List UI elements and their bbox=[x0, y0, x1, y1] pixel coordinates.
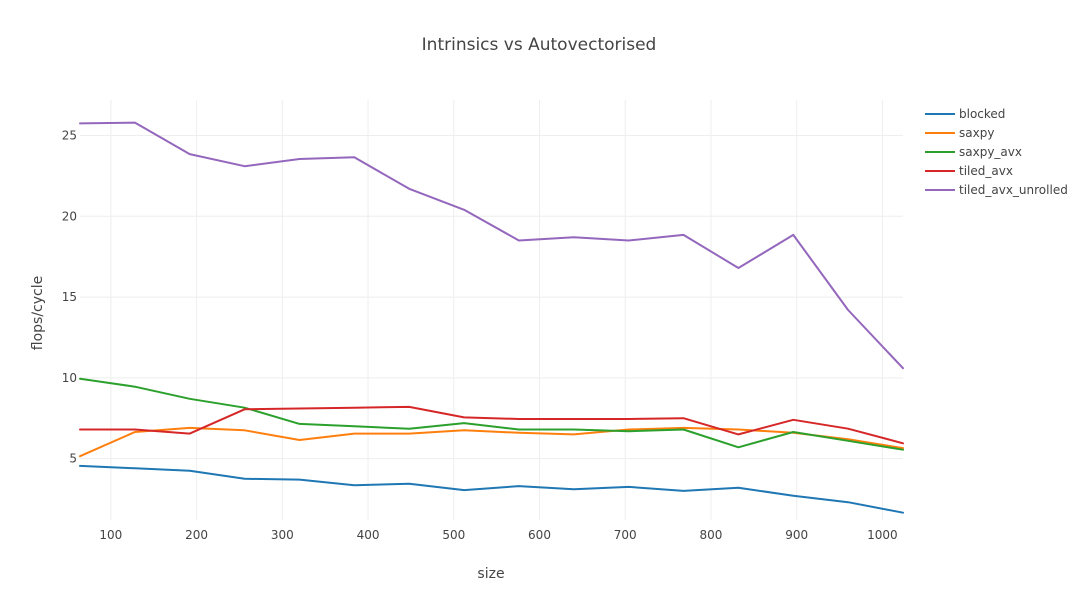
chart-title: Intrinsics vs Autovectorised bbox=[422, 35, 657, 55]
legend-item-tiled-avx-unrolled[interactable]: tiled_avx_unrolled bbox=[925, 183, 1068, 197]
legend: blocked saxpy saxpy_avx tiled_avx tiled_avx_… bbox=[925, 107, 1068, 197]
y-tick-label: 25 bbox=[62, 129, 77, 143]
y-axis-title: flops/cycle bbox=[30, 276, 46, 350]
x-tick-label: 900 bbox=[785, 528, 808, 542]
legend-item-blocked[interactable]: blocked bbox=[925, 107, 1005, 121]
y-tick-label: 15 bbox=[62, 290, 77, 304]
y-tick-label: 20 bbox=[62, 209, 77, 223]
legend-label: saxpy bbox=[959, 126, 994, 140]
legend-label: saxpy_avx bbox=[959, 145, 1022, 159]
plot-area bbox=[79, 121, 904, 514]
gridlines bbox=[80, 100, 903, 520]
x-tick-label: 300 bbox=[271, 528, 294, 542]
x-tick-label: 1000 bbox=[867, 528, 898, 542]
x-tick-label: 700 bbox=[614, 528, 637, 542]
series-line-saxpy bbox=[79, 426, 904, 458]
x-tick-label: 600 bbox=[528, 528, 551, 542]
x-tick-label: 100 bbox=[99, 528, 122, 542]
legend-label: tiled_avx_unrolled bbox=[959, 183, 1068, 197]
legend-item-saxpy[interactable]: saxpy bbox=[925, 126, 994, 140]
y-axis: 5 10 15 20 25 bbox=[62, 129, 77, 466]
series-line-tiled-avx bbox=[79, 405, 904, 445]
legend-label: tiled_avx bbox=[959, 164, 1013, 178]
x-tick-label: 200 bbox=[185, 528, 208, 542]
x-axis-title: size bbox=[477, 566, 504, 582]
x-axis: 100 200 300 400 500 600 700 800 900 1000 bbox=[99, 528, 897, 542]
x-tick-label: 500 bbox=[442, 528, 465, 542]
x-tick-label: 400 bbox=[357, 528, 380, 542]
series-line-tiled-avx-unrolled bbox=[79, 121, 904, 370]
x-tick-label: 800 bbox=[700, 528, 723, 542]
y-tick-label: 5 bbox=[69, 452, 77, 466]
series-line-blocked bbox=[79, 464, 904, 514]
y-tick-label: 10 bbox=[62, 371, 77, 385]
legend-item-tiled-avx[interactable]: tiled_avx bbox=[925, 164, 1013, 178]
legend-item-saxpy-avx[interactable]: saxpy_avx bbox=[925, 145, 1022, 159]
series-line-saxpy-avx bbox=[79, 377, 904, 451]
legend-label: blocked bbox=[959, 107, 1005, 121]
